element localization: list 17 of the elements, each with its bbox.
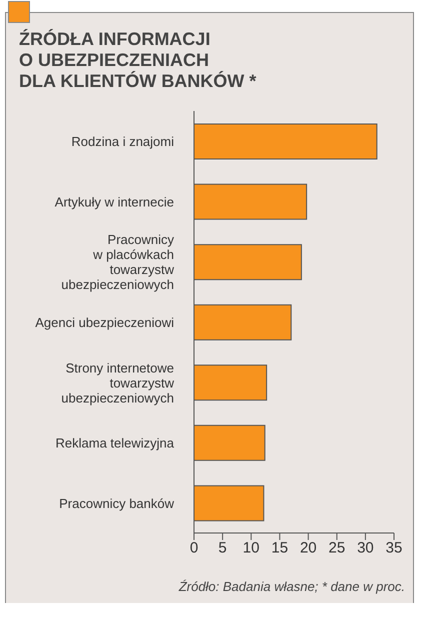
x-tick-label: 35 <box>386 540 402 557</box>
x-tick-label: 25 <box>328 540 346 557</box>
y-tick-label: Rodzina i znajomi <box>71 134 174 149</box>
x-tick-label: 5 <box>218 540 227 557</box>
x-tick-label: 10 <box>242 540 260 557</box>
x-tick-label: 15 <box>271 540 288 557</box>
chart-title: ŹRÓDŁA INFORMACJI O UBEZPIECZENIACH DLA KLIENTÓW BANKÓW * <box>19 29 256 92</box>
text: Źródło: Badania własne; * dane w proc. <box>178 579 405 594</box>
y-tick-label: Artykuły w internecie <box>54 194 174 209</box>
x-tick-label: 0 <box>190 540 198 557</box>
y-tick-label: Reklama telewizyjna <box>56 435 175 450</box>
x-tick-label: 20 <box>300 540 317 557</box>
x-tick-label: 30 <box>357 540 374 557</box>
y-tick-label: Agenci ubezpieczeniowi <box>35 314 174 330</box>
y-tick-label: Strony internetowe towarzystw ubezpieczeniowych <box>61 360 175 405</box>
y-tick-label: Pracownicy w placówkach towarzystw ubezpieczeniowych <box>61 232 175 292</box>
y-tick-label: Pracownicy banków <box>59 495 175 510</box>
